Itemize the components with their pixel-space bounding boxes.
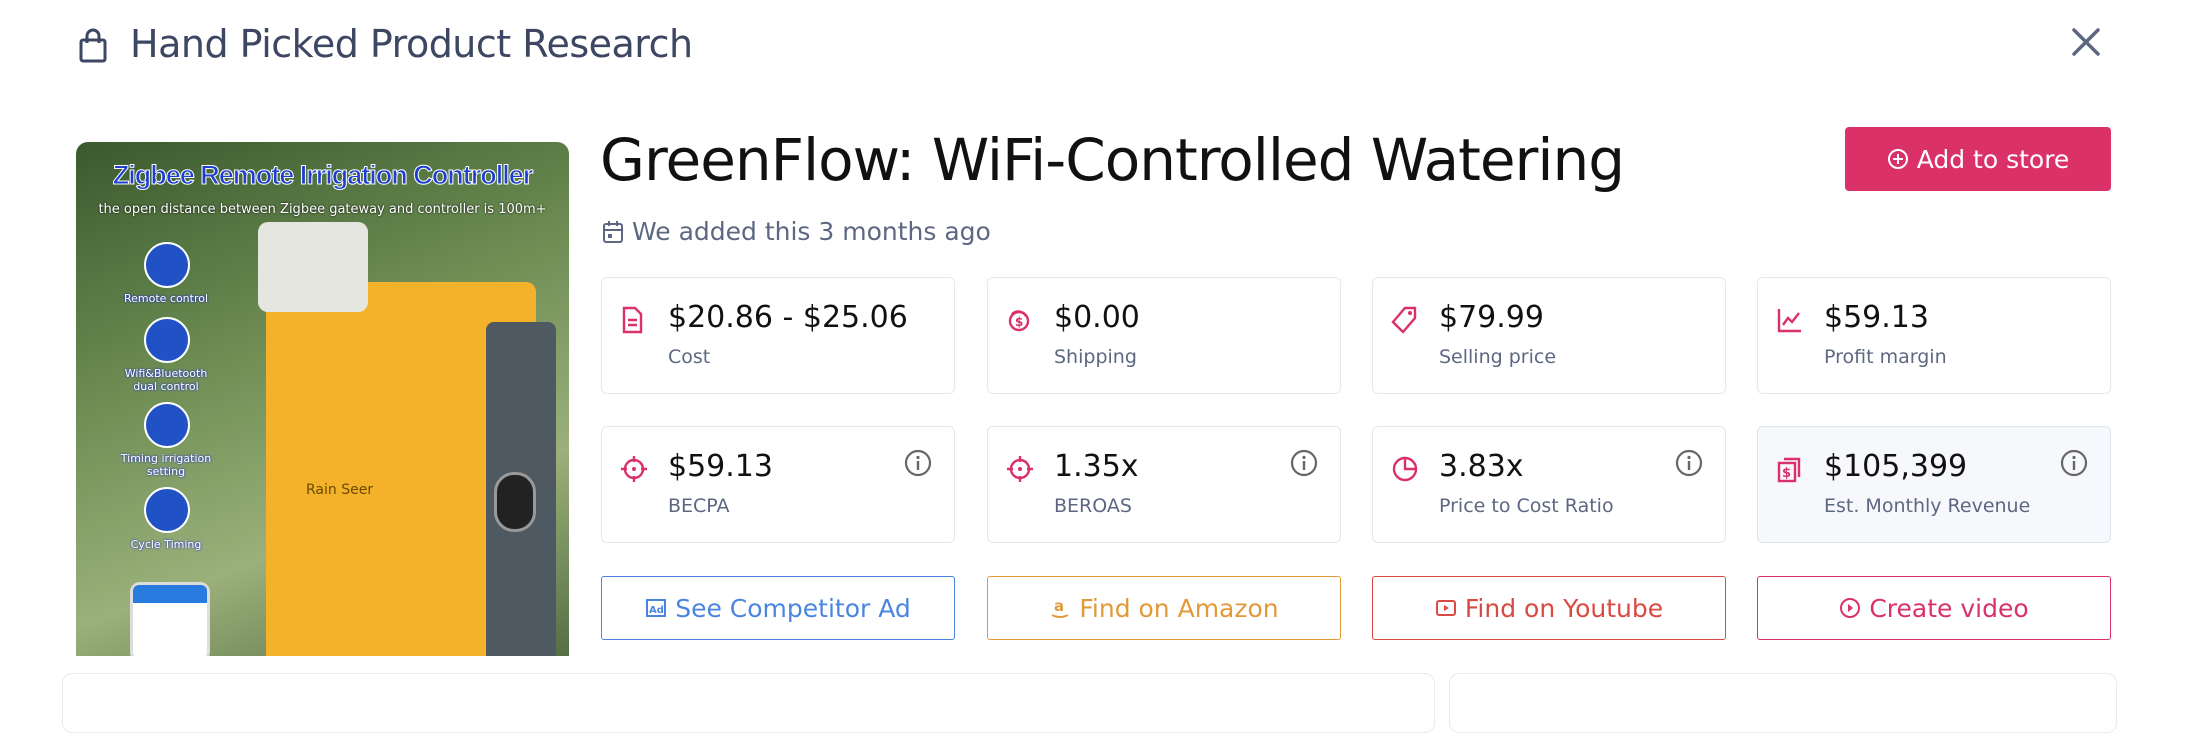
bottom-panel-left: [62, 673, 1435, 733]
create-video-button[interactable]: Create video: [1757, 576, 2111, 640]
bottom-panel-right: [1449, 673, 2117, 733]
added-date: We added this 3 months ago: [602, 217, 991, 246]
svg-text:Ad: Ad: [649, 605, 664, 616]
calendar-icon: [603, 220, 623, 243]
money-stack-icon: $: [1777, 457, 1801, 483]
svg-text:$: $: [1782, 466, 1791, 481]
info-icon[interactable]: [1290, 449, 1318, 477]
metric-value: 1.35x: [1054, 449, 1139, 484]
ad-icon: Ad: [646, 599, 667, 617]
coins-icon: $: [1008, 310, 1030, 332]
product-image: Zigbee Remote Irrigation Controller the …: [76, 142, 569, 656]
see-competitor-ad-button[interactable]: Ad See Competitor Ad: [601, 576, 955, 640]
metric-value: $59.13: [668, 449, 773, 484]
metric-label: Cost: [668, 346, 711, 368]
metric-card-cost: $20.86 - $25.06 Cost: [601, 277, 955, 394]
close-icon[interactable]: [2068, 24, 2104, 60]
metric-card-profit-margin: $59.13 Profit margin: [1757, 277, 2111, 394]
metric-label: Est. Monthly Revenue: [1824, 495, 2031, 517]
metric-value: $105,399: [1824, 449, 1968, 484]
page-title: Hand Picked Product Research: [130, 22, 693, 66]
tag-icon: [1391, 306, 1417, 334]
metric-card-est-monthly-revenue: $ $105,399 Est. Monthly Revenue: [1757, 426, 2111, 543]
metric-card-beroas: 1.35x BEROAS: [987, 426, 1341, 543]
metric-value: $59.13: [1824, 300, 1929, 335]
metric-label: Price to Cost Ratio: [1439, 495, 1614, 517]
metric-card-selling-price: $79.99 Selling price: [1372, 277, 1726, 394]
svg-text:a: a: [1054, 597, 1064, 615]
document-icon: [622, 306, 643, 334]
plus-circle-icon: [1887, 149, 1908, 169]
metric-value: $20.86 - $25.06: [668, 300, 908, 335]
metric-label: Selling price: [1439, 346, 1557, 368]
product-title: GreenFlow: WiFi-Controlled Watering: [600, 126, 1625, 194]
crosshair-icon: [1007, 456, 1033, 482]
metric-label: Shipping: [1054, 346, 1137, 368]
play-circle-icon: [1840, 598, 1861, 618]
pie-chart-icon: [1392, 456, 1418, 482]
info-icon[interactable]: [1675, 449, 1703, 477]
info-icon[interactable]: [2060, 449, 2088, 477]
find-on-amazon-button[interactable]: a Find on Amazon: [987, 576, 1341, 640]
find-on-youtube-button[interactable]: Find on Youtube: [1372, 576, 1726, 640]
crosshair-icon: [621, 456, 647, 482]
chart-line-icon: [1777, 309, 1801, 333]
metric-card-becpa: $59.13 BECPA: [601, 426, 955, 543]
metric-label: BECPA: [668, 495, 730, 517]
metric-value: $79.99: [1439, 300, 1544, 335]
add-to-store-button[interactable]: Add to store: [1845, 127, 2111, 191]
svg-text:$: $: [1015, 315, 1023, 329]
metric-label: BEROAS: [1054, 495, 1132, 517]
metric-card-price-to-cost-ratio: 3.83x Price to Cost Ratio: [1372, 426, 1726, 543]
metric-card-shipping: $ $0.00 Shipping: [987, 277, 1341, 394]
shopping-bag-icon: [79, 28, 107, 63]
amazon-icon: a: [1051, 597, 1069, 618]
youtube-icon: [1435, 600, 1456, 616]
metric-value: $0.00: [1054, 300, 1140, 335]
metric-label: Profit margin: [1824, 346, 1947, 368]
info-icon[interactable]: [904, 449, 932, 477]
metric-value: 3.83x: [1439, 449, 1524, 484]
